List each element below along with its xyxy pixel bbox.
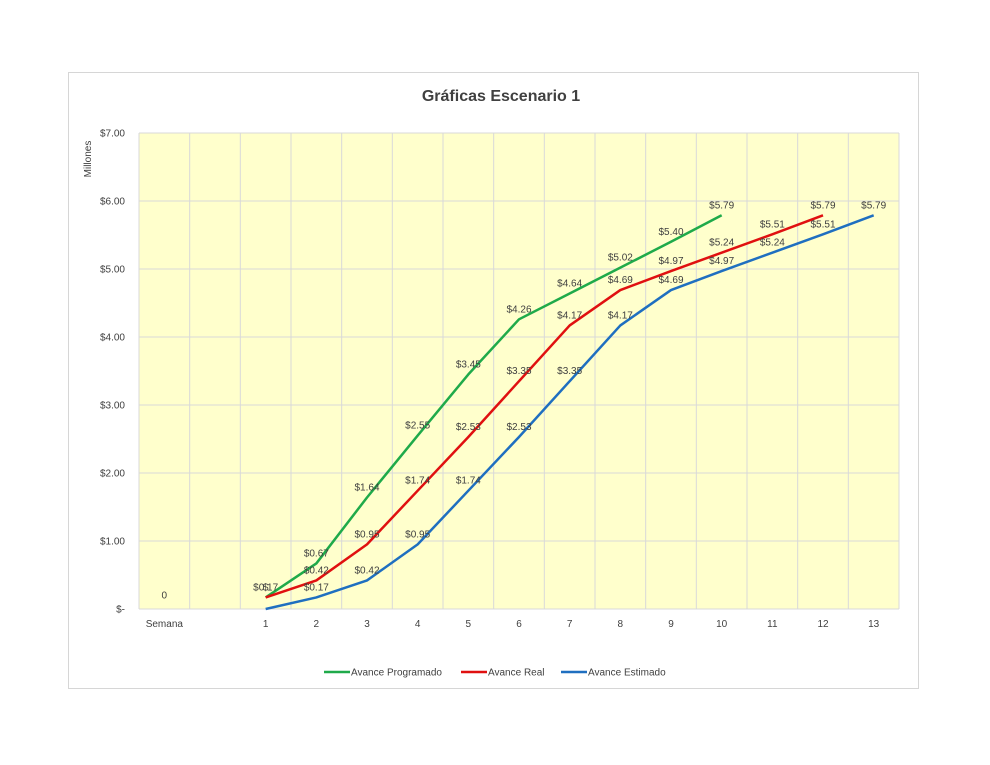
data-label: $5.79 xyxy=(810,200,835,211)
x-tick-label: 8 xyxy=(618,619,624,630)
line-chart: Gráficas Escenario 1 Millones $- $1.00 $2.… xyxy=(83,88,900,679)
y-tick-label: $5.00 xyxy=(100,265,125,276)
chart-title: Gráficas Escenario 1 xyxy=(422,88,580,105)
x-tick-label: 1 xyxy=(263,619,269,630)
data-label: $4.97 xyxy=(709,256,734,267)
x-tick-label: 11 xyxy=(767,619,778,630)
x-tick-label: 6 xyxy=(516,619,522,630)
data-label: $4.17 xyxy=(608,310,633,321)
x-tick-label: Semana xyxy=(146,619,184,630)
data-label: $0.95 xyxy=(405,529,430,540)
legend: Avance Programado Avance Real Avance Estim… xyxy=(324,668,666,679)
data-label: $0.95 xyxy=(354,529,379,540)
data-label: $5.51 xyxy=(810,219,835,230)
data-label: $2.53 xyxy=(456,422,481,433)
data-label: $0.17 xyxy=(253,582,278,593)
data-label: $0.17 xyxy=(304,582,329,593)
data-label: $4.69 xyxy=(658,275,683,286)
x-tick-label: 9 xyxy=(668,619,674,630)
data-label: $1.74 xyxy=(405,476,430,487)
data-label: $5.79 xyxy=(861,200,886,211)
x-tick-label: 2 xyxy=(314,619,320,630)
data-label-zero: 0 xyxy=(162,590,168,601)
y-tick-label: $7.00 xyxy=(100,129,125,140)
data-label: $1.64 xyxy=(354,482,379,493)
y-tick-label: $6.00 xyxy=(100,197,125,208)
data-label: $2.55 xyxy=(405,421,430,432)
data-label: $5.24 xyxy=(760,238,785,249)
y-tick-label: $3.00 xyxy=(100,401,125,412)
series-line-2 xyxy=(265,214,824,599)
y-tick-label: $1.00 xyxy=(100,537,125,548)
legend-entry: Avance Programado xyxy=(351,668,442,679)
y-tick-label: $- xyxy=(116,605,125,616)
data-label: $2.53 xyxy=(506,422,531,433)
x-tick-label: 12 xyxy=(817,619,829,630)
x-tick-label: 4 xyxy=(415,619,421,630)
data-label: $4.17 xyxy=(557,310,582,321)
data-label: $5.79 xyxy=(709,200,734,211)
x-tick-label: 10 xyxy=(716,619,728,630)
data-label: $0.42 xyxy=(304,565,329,576)
data-label: $0.42 xyxy=(354,565,379,576)
legend-entry: Avance Estimado xyxy=(588,668,666,679)
x-tick-label: 7 xyxy=(567,619,573,630)
data-label: $5.51 xyxy=(760,219,785,230)
data-label: $4.97 xyxy=(658,256,683,267)
series-line-3 xyxy=(265,214,875,611)
y-tick-label: $2.00 xyxy=(100,469,125,480)
chart-frame: Gráficas Escenario 1 Millones $- $1.00 $2.… xyxy=(68,72,919,689)
y-axis-label: Millones xyxy=(83,141,94,178)
data-label: $5.24 xyxy=(709,238,734,249)
plot-area: $- $1.00 $2.00 $3.00 $4.00 $5.00 $6.00 $7.00 Sem… xyxy=(100,129,900,630)
data-label: $5.40 xyxy=(658,227,683,238)
data-label: $5.02 xyxy=(608,253,633,264)
data-label: $ xyxy=(263,582,269,593)
data-label: $1.74 xyxy=(456,476,481,487)
data-label: $3.45 xyxy=(456,359,481,370)
data-label: $3.35 xyxy=(557,366,582,377)
data-label: $3.35 xyxy=(506,366,531,377)
y-tick-label: $4.00 xyxy=(100,333,125,344)
x-tick-label: 13 xyxy=(868,619,880,630)
data-label: $4.64 xyxy=(557,278,582,289)
data-label: $4.26 xyxy=(506,304,531,315)
x-tick-label: 5 xyxy=(466,619,472,630)
plot-background xyxy=(139,133,899,609)
data-label: $4.69 xyxy=(608,275,633,286)
x-tick-label: 3 xyxy=(364,619,370,630)
legend-entry: Avance Real xyxy=(488,668,545,679)
data-label: $0.67 xyxy=(304,548,329,559)
series-line-1 xyxy=(264,214,723,599)
